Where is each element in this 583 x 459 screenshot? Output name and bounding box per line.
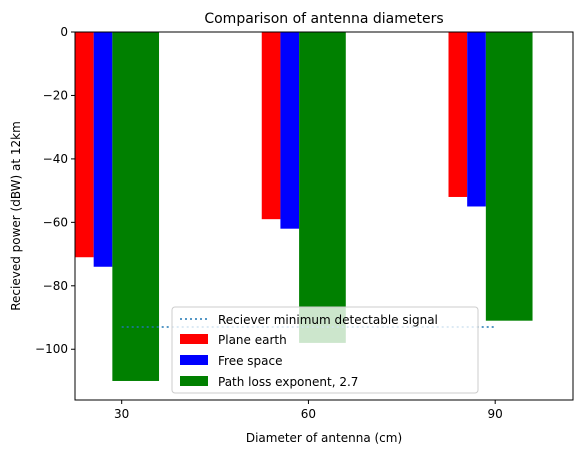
bar-free-space-30: [93, 32, 113, 267]
plot-frame: [74, 31, 574, 401]
chart-title: Comparison of antenna diameters: [204, 11, 443, 27]
legend-path-loss-label: Path loss exponent, 2.7: [218, 375, 358, 389]
bar-path-loss-exponent-2-7-30: [112, 32, 160, 381]
legend-plane-earth-label: Plane earth: [218, 333, 287, 347]
bar-free-space-90: [467, 32, 486, 207]
x-tick-label: 90: [488, 407, 503, 421]
y-tick-label: 0: [60, 25, 68, 39]
x-axis-label: Diameter of antenna (cm): [246, 431, 402, 445]
x-axis: 30 60 90: [114, 400, 503, 421]
legend-free-space-label: Free space: [218, 354, 282, 368]
plot-area: [74, 31, 574, 401]
y-tick-label: −20: [43, 88, 68, 102]
x-tick-label: 60: [301, 407, 316, 421]
legend-reference-line-label: Reciever minimum detectable signal: [218, 313, 438, 327]
legend: Reciever minimum detectable signal Plane…: [171, 306, 479, 394]
legend-plane-earth-swatch: [180, 334, 208, 344]
y-tick-label: −60: [43, 215, 68, 229]
x-tick-label: 30: [114, 407, 129, 421]
bar-plane-earth-30: [75, 32, 94, 258]
bar-path-loss-exponent-2-7-90: [485, 32, 533, 321]
y-axis-label: Recieved power (dBW) at 12km: [9, 121, 23, 311]
bar-plane-earth-90: [448, 32, 468, 197]
bars: [75, 32, 533, 381]
legend-path-loss-swatch: [180, 376, 208, 386]
y-axis: 0 −20 −40 −60 −80 −100: [35, 25, 75, 356]
bar-plane-earth-60: [261, 32, 281, 220]
y-tick-label: −80: [43, 279, 68, 293]
legend-box: [171, 306, 479, 394]
y-tick-label: −40: [43, 152, 68, 166]
y-tick-label: −100: [35, 342, 68, 356]
legend-free-space-swatch: [180, 355, 208, 365]
bar-free-space-60: [280, 32, 300, 229]
bar-path-loss-exponent-2-7-60: [299, 32, 346, 343]
